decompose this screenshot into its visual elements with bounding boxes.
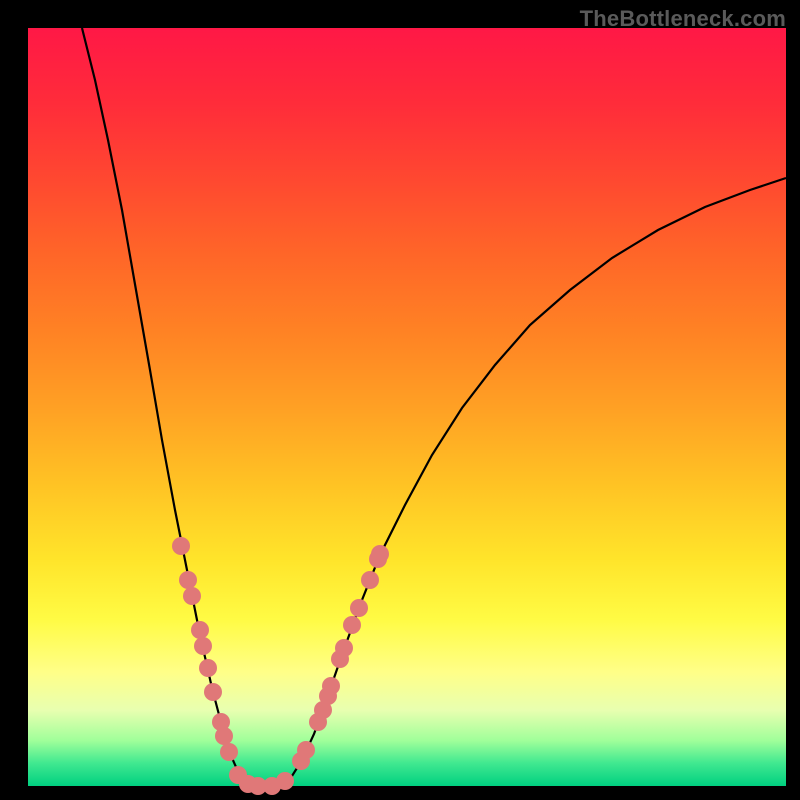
data-marker xyxy=(199,659,217,677)
data-marker xyxy=(204,683,222,701)
plot-background xyxy=(28,28,786,786)
data-marker xyxy=(276,772,294,790)
chart-svg xyxy=(0,0,800,800)
data-marker xyxy=(350,599,368,617)
data-marker xyxy=(322,677,340,695)
watermark-text: TheBottleneck.com xyxy=(580,6,786,32)
data-marker xyxy=(343,616,361,634)
data-marker xyxy=(191,621,209,639)
data-marker xyxy=(297,741,315,759)
data-marker xyxy=(361,571,379,589)
data-marker xyxy=(371,545,389,563)
data-marker xyxy=(179,571,197,589)
data-marker xyxy=(194,637,212,655)
data-marker xyxy=(215,727,233,745)
data-marker xyxy=(183,587,201,605)
bottleneck-chart: TheBottleneck.com xyxy=(0,0,800,800)
data-marker xyxy=(220,743,238,761)
data-marker xyxy=(335,639,353,657)
data-marker xyxy=(172,537,190,555)
